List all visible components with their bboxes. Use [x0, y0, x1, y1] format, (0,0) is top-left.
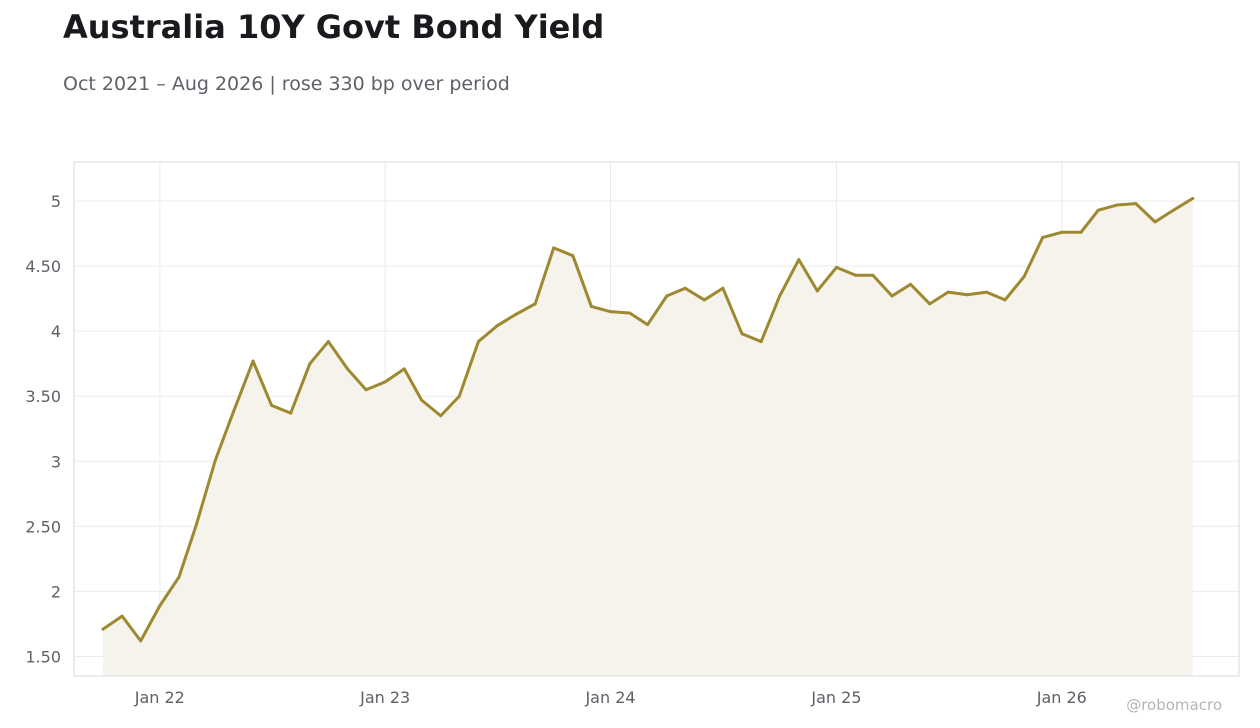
data-point — [1172, 208, 1176, 212]
x-tick-label: Jan 25 — [810, 688, 861, 707]
data-point — [476, 340, 480, 344]
data-point — [646, 323, 650, 327]
data-point — [609, 310, 613, 314]
data-point — [665, 294, 669, 298]
x-tick-label: Jan 24 — [584, 688, 635, 707]
y-tick-label: 5 — [51, 192, 61, 211]
data-point — [1041, 235, 1045, 239]
line-layer — [101, 196, 1195, 643]
frame-layer — [73, 161, 1240, 677]
credit-watermark: @robomacro — [1126, 696, 1222, 714]
data-point — [683, 286, 687, 290]
data-point — [326, 340, 330, 344]
data-point — [1096, 208, 1100, 212]
data-point — [759, 340, 763, 344]
data-point — [890, 294, 894, 298]
data-point — [251, 359, 255, 363]
data-point — [139, 639, 143, 643]
area-layer — [103, 198, 1193, 676]
data-point — [909, 282, 913, 286]
data-point — [815, 289, 819, 293]
y-tick-label: 2.50 — [25, 517, 61, 536]
y-tick-label: 4.50 — [25, 257, 61, 276]
plot-frame — [73, 161, 1240, 677]
data-point — [571, 254, 575, 258]
data-point — [439, 414, 443, 418]
y-axis: 1.50 2 2.50 3 3.50 4 4.50 5 — [25, 192, 61, 666]
data-point — [1022, 275, 1026, 279]
data-point — [495, 324, 499, 328]
data-point — [289, 411, 293, 415]
y-tick-label: 2 — [51, 582, 61, 601]
data-point — [854, 273, 858, 277]
data-point — [1153, 220, 1157, 224]
data-point — [834, 265, 838, 269]
data-point — [346, 367, 349, 371]
data-point — [1134, 202, 1138, 206]
data-point — [402, 367, 406, 371]
data-point — [797, 258, 801, 262]
x-tick-label: Jan 26 — [1036, 688, 1087, 707]
y-tick-label: 1.50 — [25, 647, 61, 666]
data-point — [1115, 203, 1119, 207]
data-point — [928, 302, 932, 306]
x-tick-label: Jan 23 — [359, 688, 410, 707]
data-point — [420, 398, 424, 402]
data-point — [628, 311, 632, 315]
data-point — [457, 394, 461, 398]
data-point — [721, 286, 725, 290]
data-point — [364, 388, 368, 392]
x-tick-label: Jan 22 — [134, 688, 185, 707]
data-point — [1060, 230, 1064, 234]
data-point — [965, 293, 969, 297]
data-point — [552, 246, 556, 250]
data-point — [270, 403, 274, 407]
data-point — [232, 409, 236, 413]
chart-title: Australia 10Y Govt Bond Yield — [63, 8, 605, 46]
data-point — [120, 614, 124, 618]
x-axis: Jan 22 Jan 23 Jan 24 Jan 25 Jan 26 — [134, 688, 1087, 707]
data-point — [177, 575, 181, 579]
data-point — [946, 290, 950, 294]
data-point — [194, 523, 198, 527]
y-tick-label: 3 — [51, 452, 61, 471]
data-point — [589, 304, 593, 308]
data-point — [740, 332, 744, 336]
series-area — [103, 198, 1193, 676]
data-point — [1003, 298, 1007, 302]
data-point — [984, 290, 988, 294]
data-point — [1079, 230, 1083, 234]
data-point — [213, 458, 217, 462]
chart-subtitle: Oct 2021 – Aug 2026 | rose 330 bp over p… — [63, 73, 510, 95]
data-point — [871, 273, 875, 277]
data-point — [158, 604, 162, 608]
y-tick-label: 4 — [51, 322, 61, 341]
y-tick-label: 3.50 — [25, 387, 61, 406]
data-point — [533, 302, 537, 306]
data-point — [702, 298, 706, 302]
data-point — [514, 312, 518, 316]
data-point — [308, 362, 312, 366]
data-point — [1191, 196, 1195, 200]
data-point — [778, 294, 782, 298]
data-point — [383, 380, 387, 384]
data-point — [101, 627, 105, 631]
